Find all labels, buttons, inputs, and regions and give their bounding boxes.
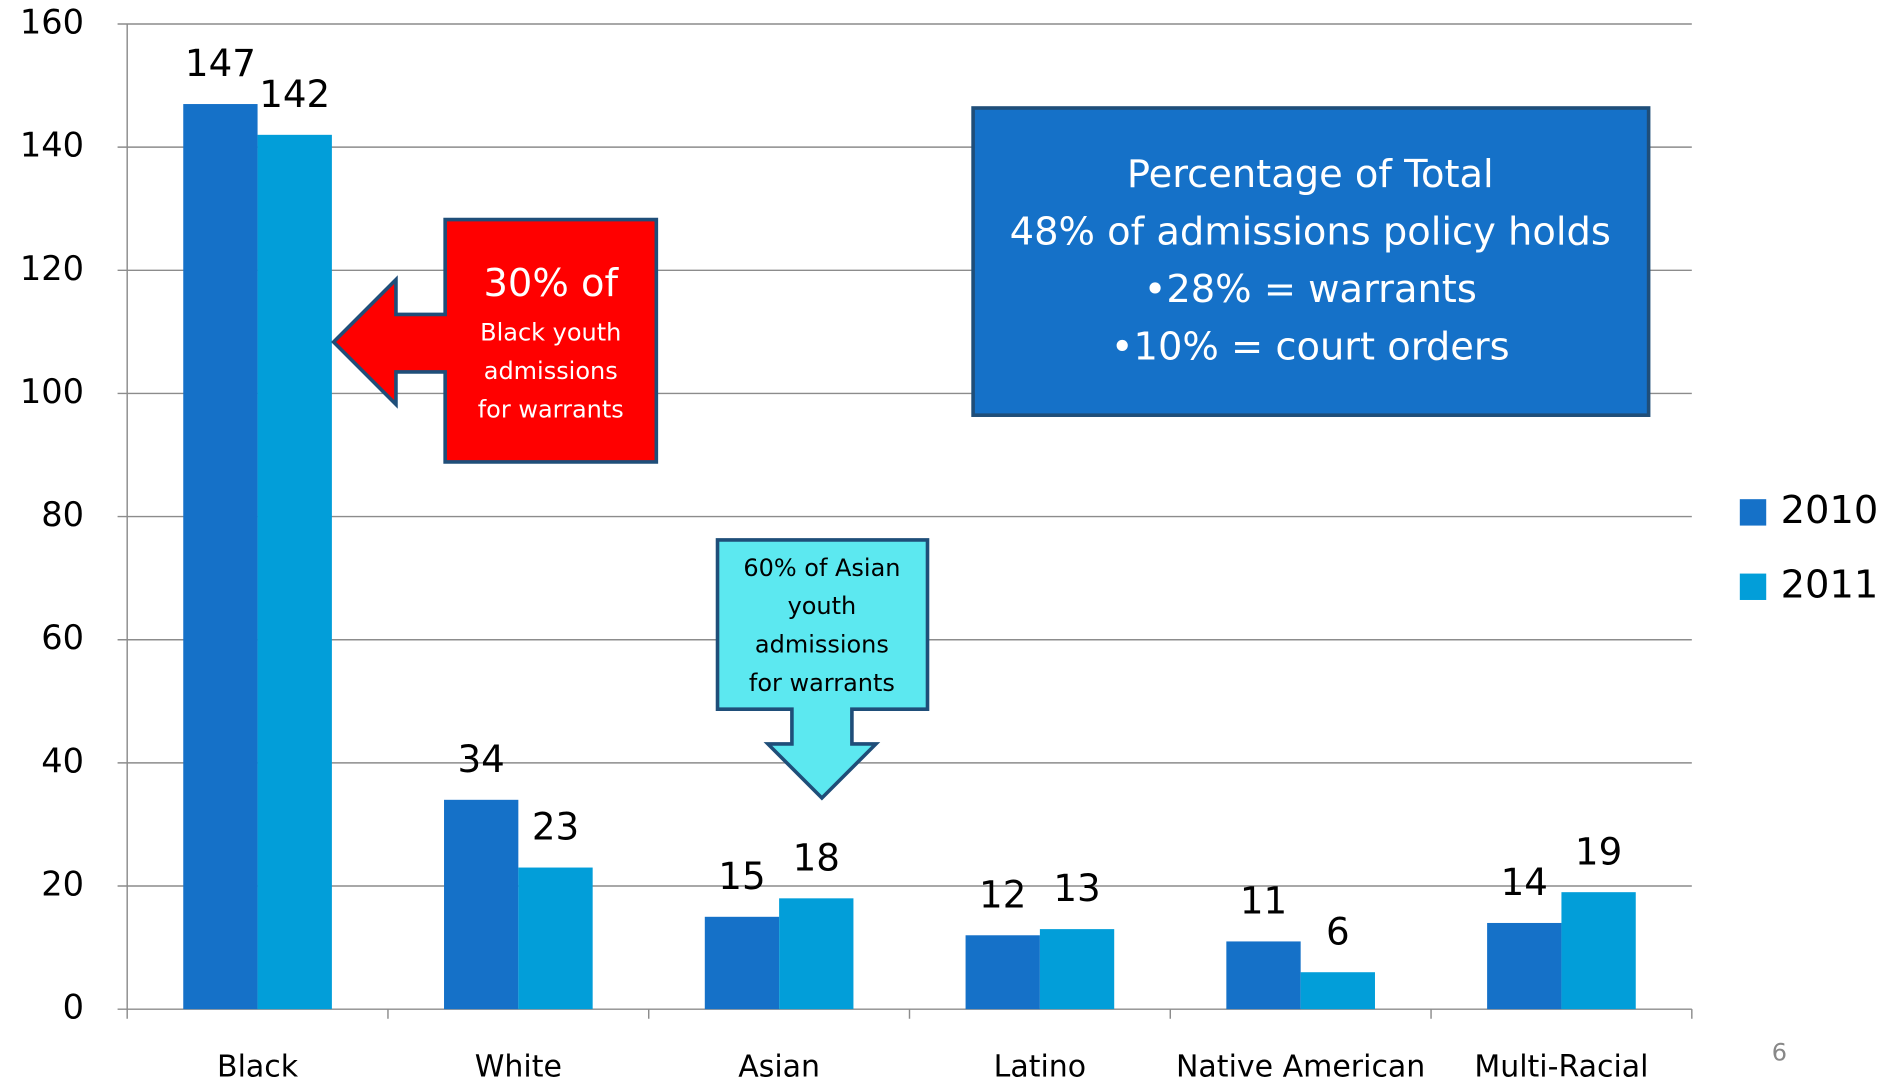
- data-label: 14: [1501, 860, 1548, 904]
- data-label: 13: [1053, 866, 1100, 910]
- data-label: 12: [979, 872, 1026, 916]
- bar: [257, 134, 332, 1010]
- bar: [1561, 892, 1636, 1010]
- y-tick-label: 60: [41, 618, 84, 657]
- bar: [183, 104, 258, 1010]
- y-tick-label: 160: [20, 2, 84, 41]
- bar: [965, 935, 1040, 1010]
- bar: [1487, 922, 1562, 1010]
- x-tick-label: White: [475, 1049, 562, 1082]
- x-tick-label: Black: [217, 1049, 299, 1082]
- legend-label: 2011: [1781, 562, 1879, 607]
- callout-text: for warrants: [478, 395, 624, 423]
- y-tick-label: 0: [63, 988, 84, 1027]
- callout-text: admissions: [484, 357, 618, 385]
- bar: [444, 799, 519, 1010]
- x-tick-label: Native American: [1176, 1049, 1425, 1082]
- data-label: 34: [458, 737, 505, 781]
- callout-text: 60% of Asian: [743, 554, 900, 582]
- y-tick-label: 140: [20, 126, 84, 165]
- data-label: 18: [793, 835, 840, 879]
- black-callout: 30% of Black youth admissions for warran…: [478, 261, 624, 423]
- page-number: 6: [1772, 1039, 1787, 1067]
- callout-text: for warrants: [749, 669, 895, 697]
- y-tick-label: 100: [20, 372, 84, 411]
- bar: [1039, 929, 1115, 1010]
- legend-swatch: [1739, 573, 1767, 600]
- data-label: 19: [1575, 829, 1622, 873]
- summary-text: Percentage of Total: [1127, 152, 1494, 197]
- data-label: 11: [1240, 879, 1287, 923]
- data-label: 142: [259, 72, 330, 116]
- asian-callout-shape: [715, 538, 930, 801]
- legend-label: 2010: [1781, 488, 1879, 533]
- bar: [779, 898, 854, 1010]
- bars: [183, 104, 1636, 1010]
- y-tick-label: 40: [41, 741, 84, 780]
- data-label: 23: [532, 805, 579, 849]
- callout-text: Black youth: [480, 319, 621, 347]
- y-tick-label: 120: [20, 249, 84, 288]
- asian-callout: 60% of Asian youth admissions for warran…: [743, 554, 900, 697]
- callout-text: 30% of: [484, 261, 620, 306]
- y-tick-label: 20: [41, 865, 84, 904]
- summary: Percentage of Total 48% of admissions po…: [1010, 152, 1611, 370]
- summary-text: 48% of admissions policy holds: [1010, 209, 1611, 254]
- bar: [704, 916, 780, 1010]
- legend-swatch: [1739, 499, 1767, 526]
- x-tick-label: Asian: [738, 1049, 820, 1082]
- bar: [1300, 972, 1375, 1010]
- y-tick-label: 80: [41, 495, 84, 534]
- bar: [1226, 941, 1301, 1010]
- summary-text: •10% = court orders: [1111, 325, 1510, 370]
- data-label: 6: [1326, 909, 1350, 953]
- x-tick-label: Latino: [994, 1049, 1087, 1082]
- callout-text: admissions: [755, 631, 889, 659]
- data-label: 147: [185, 41, 256, 85]
- summary-text: •28% = warrants: [1144, 267, 1477, 312]
- x-tick-label: Multi-Racial: [1474, 1049, 1648, 1082]
- bar: [518, 867, 593, 1010]
- data-label: 15: [718, 854, 765, 898]
- summary-box: [971, 106, 1651, 417]
- callout-text: youth: [788, 592, 857, 620]
- black-callout-shape: [331, 217, 659, 464]
